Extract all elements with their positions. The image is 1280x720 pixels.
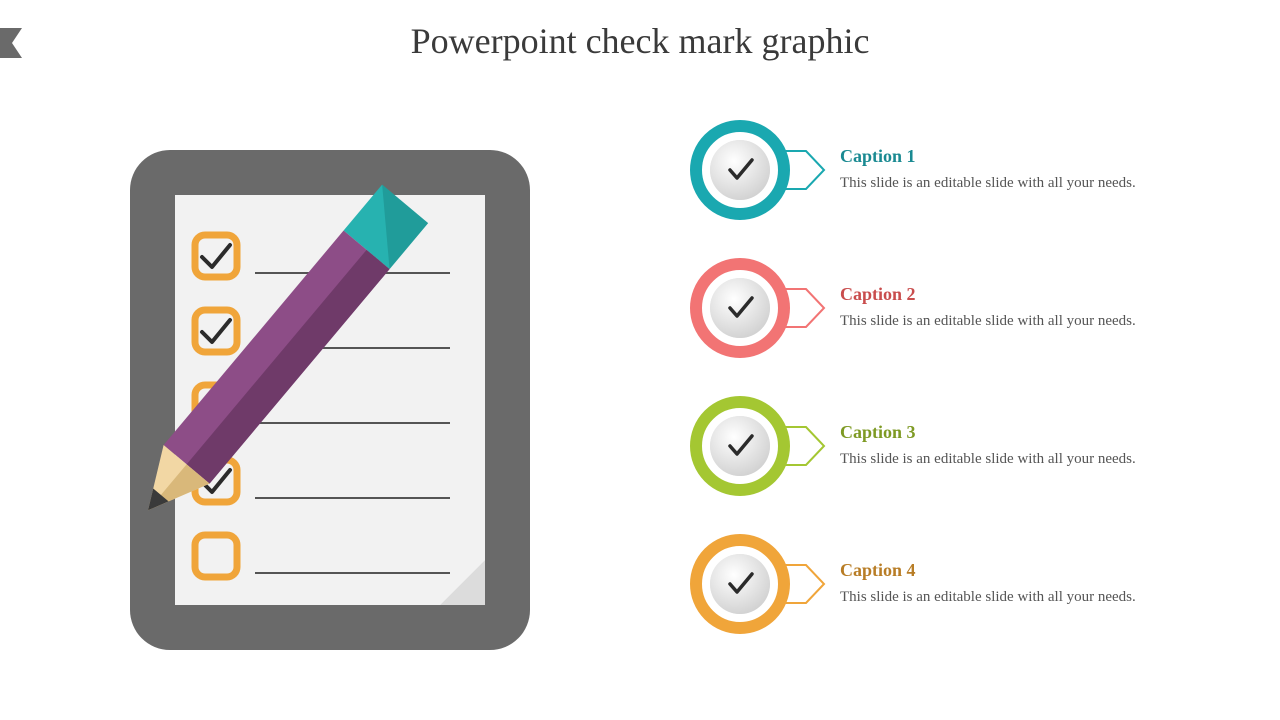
pointer-icon bbox=[782, 283, 822, 333]
list-item: Caption 1 This slide is an editable slide… bbox=[690, 120, 1230, 220]
list-item: Caption 3 This slide is an editable slide… bbox=[690, 396, 1230, 496]
list-item: Caption 2 This slide is an editable slide… bbox=[690, 258, 1230, 358]
check-circle bbox=[690, 120, 790, 220]
caption-title: Caption 2 bbox=[840, 284, 1136, 305]
pointer-icon bbox=[782, 421, 822, 471]
pointer-icon bbox=[782, 145, 822, 195]
caption-desc: This slide is an editable slide with all… bbox=[840, 449, 1136, 471]
list-item: Caption 4 This slide is an editable slide… bbox=[690, 534, 1230, 634]
caption-desc: This slide is an editable slide with all… bbox=[840, 587, 1136, 609]
check-circle bbox=[690, 396, 790, 496]
check-circle bbox=[690, 258, 790, 358]
page-title: Powerpoint check mark graphic bbox=[0, 20, 1280, 62]
clipboard-graphic bbox=[120, 140, 600, 660]
check-circle bbox=[690, 534, 790, 634]
caption-title: Caption 1 bbox=[840, 146, 1136, 167]
caption-desc: This slide is an editable slide with all… bbox=[840, 173, 1136, 195]
caption-desc: This slide is an editable slide with all… bbox=[840, 311, 1136, 333]
caption-text: Caption 1 This slide is an editable slide… bbox=[840, 146, 1136, 195]
caption-title: Caption 4 bbox=[840, 560, 1136, 581]
caption-text: Caption 2 This slide is an editable slide… bbox=[840, 284, 1136, 333]
caption-title: Caption 3 bbox=[840, 422, 1136, 443]
caption-list: Caption 1 This slide is an editable slide… bbox=[690, 120, 1230, 672]
caption-text: Caption 4 This slide is an editable slide… bbox=[840, 560, 1136, 609]
pointer-icon bbox=[782, 559, 822, 609]
caption-text: Caption 3 This slide is an editable slide… bbox=[840, 422, 1136, 471]
